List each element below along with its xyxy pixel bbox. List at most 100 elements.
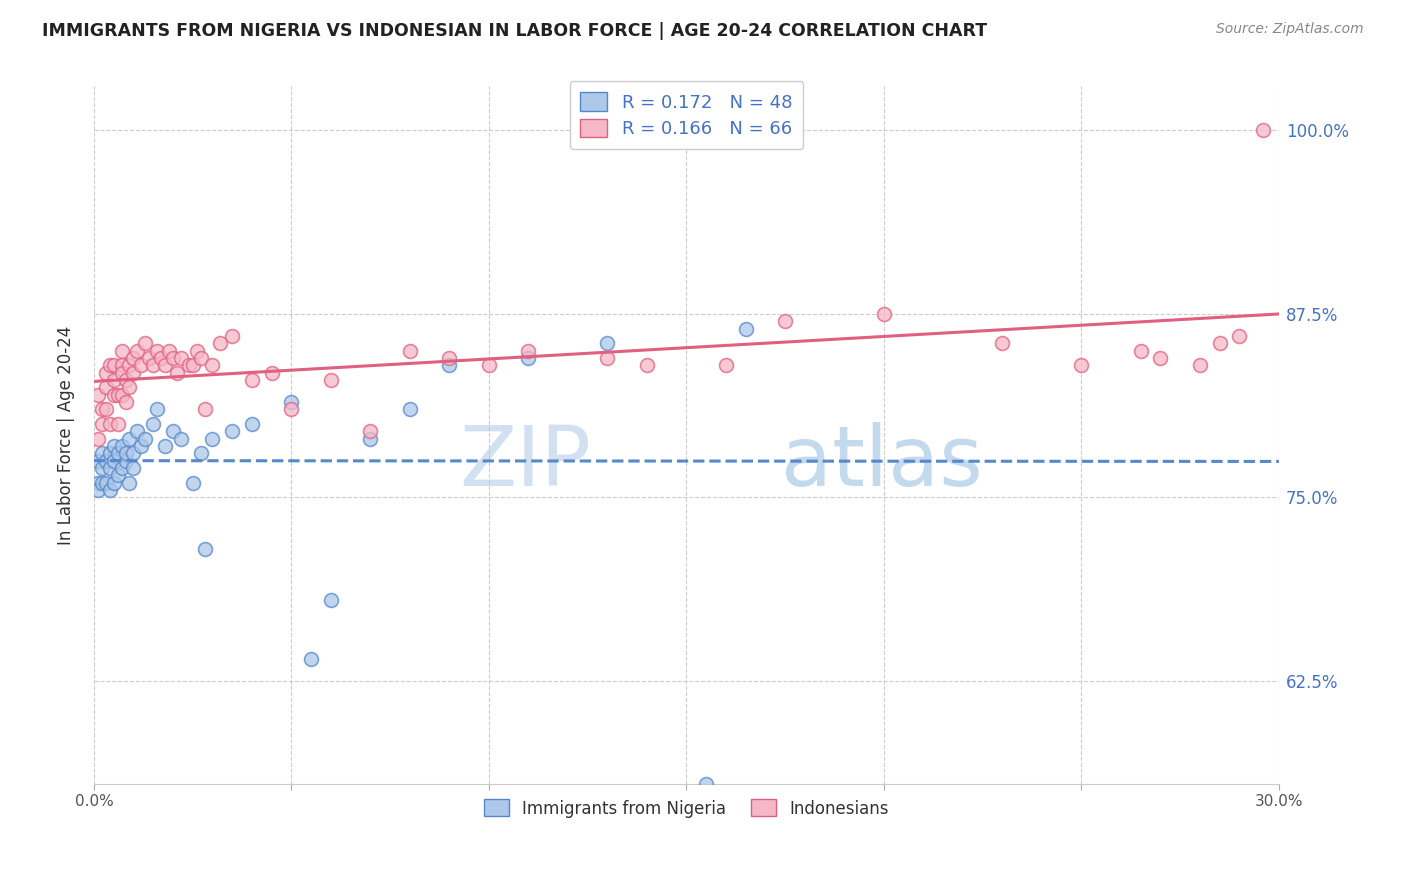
- Point: [110, 461, 132, 475]
- Point: [138, 351, 160, 365]
- Legend: Immigrants from Nigeria, Indonesians: Immigrants from Nigeria, Indonesians: [477, 793, 896, 824]
- Point: [157, 343, 180, 358]
- Point: [103, 439, 125, 453]
- Point: [1070, 359, 1092, 373]
- Text: Source: ZipAtlas.com: Source: ZipAtlas.com: [1216, 22, 1364, 37]
- Point: [734, 321, 756, 335]
- Point: [98, 417, 121, 431]
- Point: [201, 359, 224, 373]
- Text: IMMIGRANTS FROM NIGERIA VS INDONESIAN IN LABOR FORCE | AGE 20-24 CORRELATION CHA: IMMIGRANTS FROM NIGERIA VS INDONESIAN IN…: [42, 22, 987, 40]
- Point: [94, 454, 117, 468]
- Point: [87, 483, 110, 497]
- Point: [122, 461, 145, 475]
- Point: [107, 468, 129, 483]
- Point: [142, 359, 165, 373]
- Point: [439, 351, 461, 365]
- Point: [596, 336, 619, 351]
- Point: [131, 439, 153, 453]
- Point: [773, 314, 796, 328]
- Point: [94, 402, 117, 417]
- Point: [170, 432, 193, 446]
- Point: [1188, 359, 1211, 373]
- Y-axis label: In Labor Force | Age 20-24: In Labor Force | Age 20-24: [58, 326, 75, 545]
- Point: [209, 336, 232, 351]
- Point: [122, 351, 145, 365]
- Point: [399, 343, 422, 358]
- Point: [1208, 336, 1230, 351]
- Point: [517, 351, 540, 365]
- Point: [98, 483, 121, 497]
- Point: [1149, 351, 1171, 365]
- Point: [110, 439, 132, 453]
- Point: [1129, 343, 1152, 358]
- Point: [131, 359, 153, 373]
- Point: [193, 541, 215, 556]
- Point: [873, 307, 896, 321]
- Point: [177, 359, 200, 373]
- Point: [181, 359, 204, 373]
- Point: [94, 366, 117, 380]
- Point: [695, 777, 717, 791]
- Point: [118, 380, 141, 394]
- Point: [90, 402, 112, 417]
- Point: [221, 329, 243, 343]
- Point: [714, 359, 737, 373]
- Point: [90, 417, 112, 431]
- Point: [280, 402, 302, 417]
- Point: [166, 366, 188, 380]
- Point: [162, 425, 184, 439]
- Point: [478, 359, 501, 373]
- Point: [1251, 123, 1274, 137]
- Point: [991, 336, 1014, 351]
- Point: [103, 454, 125, 468]
- Point: [319, 593, 342, 607]
- Point: [87, 475, 110, 490]
- Point: [319, 373, 342, 387]
- Point: [110, 359, 132, 373]
- Point: [134, 336, 156, 351]
- Point: [110, 387, 132, 401]
- Point: [596, 351, 619, 365]
- Point: [127, 343, 149, 358]
- Point: [103, 373, 125, 387]
- Point: [118, 359, 141, 373]
- Point: [153, 439, 176, 453]
- Point: [94, 380, 117, 394]
- Point: [201, 432, 224, 446]
- Point: [103, 359, 125, 373]
- Point: [107, 387, 129, 401]
- Point: [190, 351, 212, 365]
- Point: [134, 432, 156, 446]
- Point: [98, 359, 121, 373]
- Point: [153, 359, 176, 373]
- Point: [127, 425, 149, 439]
- Point: [181, 475, 204, 490]
- Point: [636, 359, 658, 373]
- Point: [107, 417, 129, 431]
- Point: [107, 446, 129, 460]
- Point: [260, 366, 283, 380]
- Point: [399, 402, 422, 417]
- Point: [103, 387, 125, 401]
- Point: [94, 475, 117, 490]
- Point: [146, 402, 169, 417]
- Point: [110, 343, 132, 358]
- Point: [280, 395, 302, 409]
- Point: [162, 351, 184, 365]
- Point: [87, 454, 110, 468]
- Point: [87, 432, 110, 446]
- Point: [90, 475, 112, 490]
- Point: [114, 454, 136, 468]
- Point: [517, 343, 540, 358]
- Point: [114, 446, 136, 460]
- Point: [299, 652, 322, 666]
- Point: [170, 351, 193, 365]
- Point: [110, 366, 132, 380]
- Point: [98, 461, 121, 475]
- Point: [114, 395, 136, 409]
- Point: [186, 343, 208, 358]
- Point: [118, 475, 141, 490]
- Point: [142, 417, 165, 431]
- Point: [359, 432, 381, 446]
- Point: [122, 366, 145, 380]
